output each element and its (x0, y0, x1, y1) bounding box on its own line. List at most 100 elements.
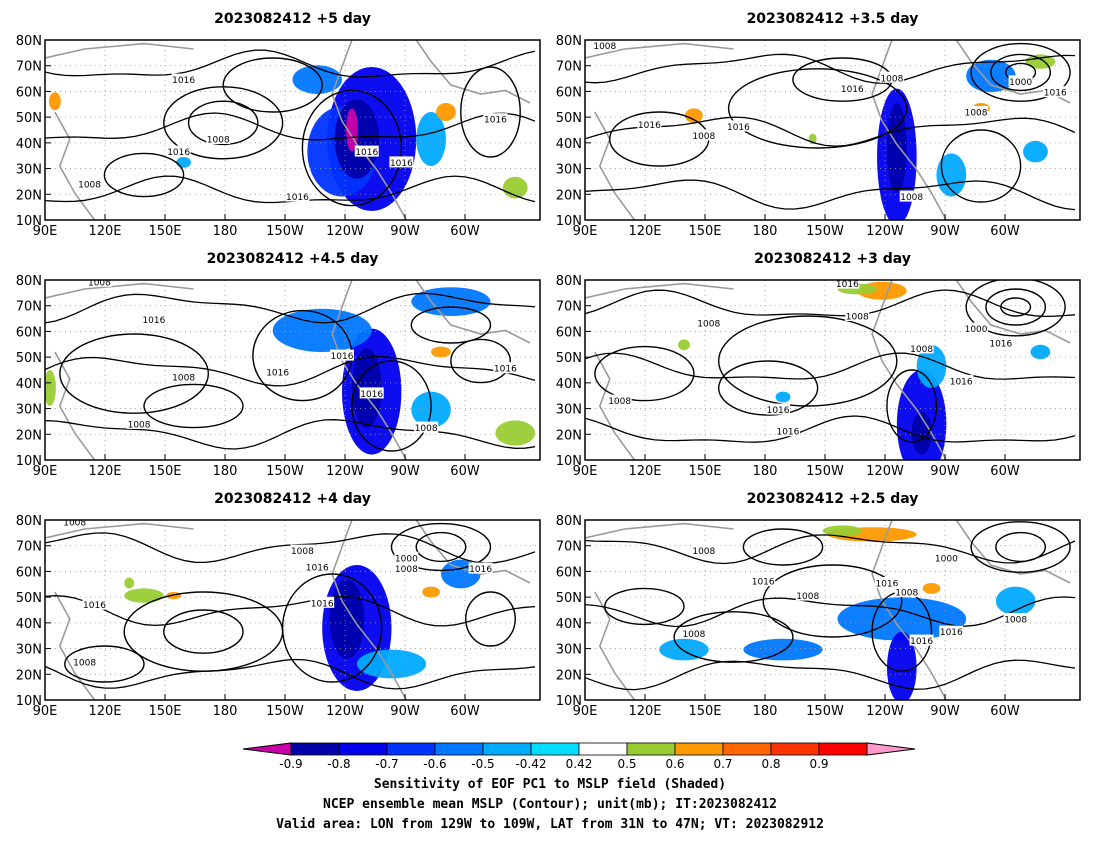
lon-tick-label: 120W (326, 464, 364, 479)
coastline (331, 280, 408, 460)
contour-label: 1016 (875, 580, 898, 590)
lat-tick-label: 10N (16, 454, 42, 469)
contour-label: 1008 (88, 278, 111, 288)
contour-label: 1016 (469, 565, 492, 575)
lon-tick-label: 120E (628, 464, 661, 479)
shade-6 (659, 638, 709, 661)
lat-tick-label: 20N (556, 188, 582, 203)
shade-1 (916, 344, 947, 388)
shade-8 (48, 92, 61, 111)
colorbar-tick-label: -0.7 (375, 757, 398, 771)
shade-6 (436, 103, 456, 121)
colorbar-segment (818, 742, 868, 756)
lon-tick-label: 120W (866, 704, 904, 719)
contour-label: 1016 (286, 193, 309, 203)
contour-label-bg (493, 362, 518, 374)
lon-tick-label: 120E (88, 464, 121, 479)
contour-label: 1016 (752, 578, 775, 588)
contour-label: 1016 (727, 123, 750, 133)
lat-tick-label: 30N (556, 403, 582, 418)
lat-tick-label: 50N (16, 111, 42, 126)
shade-9 (176, 157, 192, 168)
contour-label-bg (414, 421, 439, 433)
isobar-line (45, 532, 536, 564)
lat-tick-label: 70N (16, 300, 42, 315)
contour-label-bg (62, 520, 87, 527)
lat-tick-label: 50N (556, 111, 582, 126)
contour-label: 1008 (692, 547, 715, 557)
lat-tick-label: 30N (16, 643, 42, 658)
contour-label-bg (909, 634, 934, 646)
lat-tick-label: 10N (16, 694, 42, 709)
isobar-line (585, 415, 1076, 443)
contour-label: 1016 (940, 628, 963, 638)
contour-label-bg (1043, 86, 1068, 98)
contour-label: 1008 (1004, 616, 1027, 626)
contour-label: 1008 (395, 565, 418, 575)
coastline (594, 111, 636, 220)
contour-label-bg (726, 120, 751, 132)
shade-2 (936, 153, 967, 197)
lat-tick-label: 30N (16, 403, 42, 418)
contour-label-bg (171, 73, 196, 85)
isobar-line (45, 595, 536, 627)
isobar-4 (103, 152, 185, 198)
panel-title: 2023082412 +3.5 day (747, 11, 919, 27)
lon-tick-label: 150E (688, 704, 721, 719)
isobar-5 (222, 57, 323, 113)
coastline (585, 282, 734, 299)
map-panel-4: 1016100810081000101610081016100810161016… (556, 251, 1081, 479)
contour-label: 1008 (846, 313, 869, 323)
contour-label: 1016 (776, 428, 799, 438)
caption-line-2: NCEP ensemble mean MSLP (Contour); unit(… (323, 797, 777, 812)
contour-label-bg (354, 145, 379, 157)
shade-7 (678, 339, 690, 351)
lon-tick-label: 150E (688, 224, 721, 239)
contour-label: 1008 (692, 132, 715, 142)
contour-label: 1016 (1044, 89, 1067, 99)
colorbar-tick-label: -0.42 (515, 757, 546, 771)
lat-tick-label: 60N (16, 565, 42, 580)
contour-label: 1008 (682, 630, 705, 640)
isobar-1 (187, 100, 259, 146)
isobar-6 (886, 369, 938, 443)
contour-label: 1016 (311, 599, 334, 609)
contour-label-bg (394, 551, 419, 563)
contour-label: 1008 (172, 374, 195, 384)
lat-tick-label: 60N (16, 325, 42, 340)
isobar-5 (594, 345, 695, 402)
coastline (54, 111, 96, 220)
shade-2 (886, 631, 917, 700)
contour-label: 1000 (1009, 78, 1032, 88)
isobar-1 (717, 360, 819, 416)
contour-label-bg (964, 322, 989, 334)
lat-tick-label: 50N (556, 351, 582, 366)
lon-tick-label: 90W (390, 704, 420, 719)
shade-4 (124, 588, 164, 603)
contour-label: 1008 (880, 74, 903, 84)
contour-label-bg (607, 394, 632, 406)
contour-label: 1016 (989, 340, 1012, 350)
contour-label: 1000 (935, 554, 958, 564)
lat-tick-label: 20N (16, 188, 42, 203)
lat-tick-label: 20N (556, 428, 582, 443)
isobar-line (45, 355, 536, 387)
coastline (331, 40, 408, 220)
lon-tick-label: 90W (390, 224, 420, 239)
contour-label-bg (310, 596, 335, 608)
contour-label-bg (637, 118, 662, 130)
shade-7 (1023, 140, 1048, 163)
lat-tick-label: 20N (16, 428, 42, 443)
isobar-6 (940, 129, 1022, 203)
isobar-2 (965, 280, 1066, 337)
lon-tick-label: 120E (88, 704, 121, 719)
contour-label: 1016 (494, 365, 517, 375)
lon-tick-label: 150E (688, 464, 721, 479)
colorbar-tick-label: -0.8 (327, 757, 350, 771)
coastline (54, 351, 96, 460)
isobar-1 (163, 609, 244, 654)
isobar-3 (990, 53, 1051, 92)
isobar-4 (673, 611, 794, 663)
colorbar-tick-label: 0.42 (566, 757, 593, 771)
isobar-3 (460, 66, 521, 158)
